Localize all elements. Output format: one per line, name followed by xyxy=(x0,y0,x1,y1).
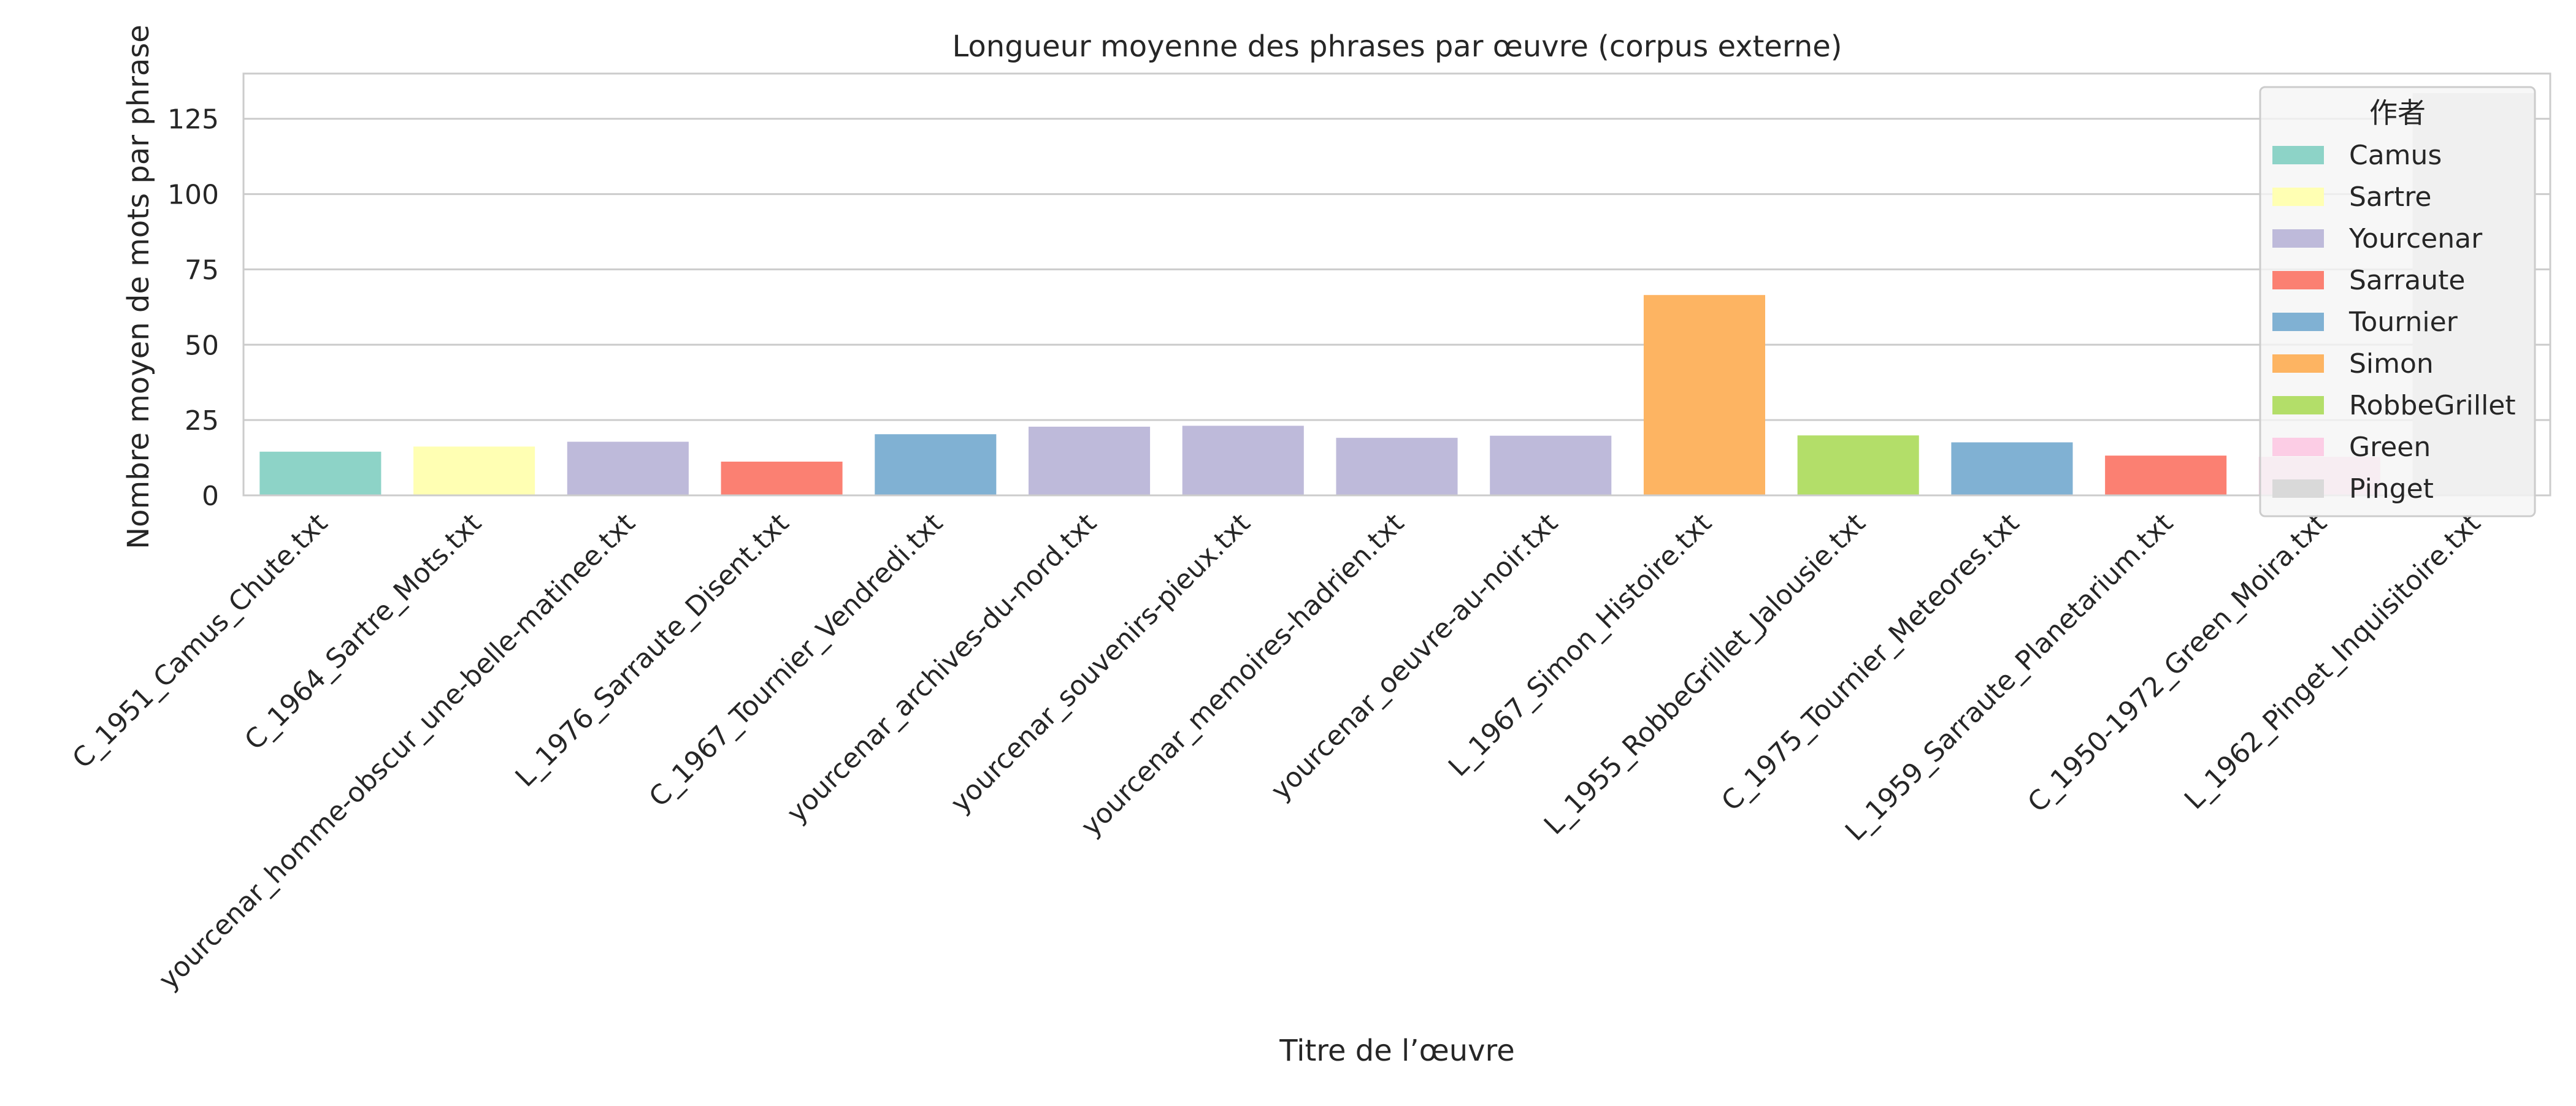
legend-item-label: Camus xyxy=(2349,140,2442,171)
chart-title: Longueur moyenne des phrases par œuvre (… xyxy=(953,29,1842,64)
legend-item-label: Yourcenar xyxy=(2348,223,2483,254)
y-tick-labels: 0 25 50 75 100 125 xyxy=(167,104,219,512)
legend-swatch xyxy=(2272,313,2324,331)
legend-swatch xyxy=(2272,479,2324,498)
bar xyxy=(1490,435,1612,495)
legend-swatch xyxy=(2272,396,2324,414)
legend-swatch xyxy=(2272,354,2324,373)
bar xyxy=(2105,456,2227,495)
bar xyxy=(721,461,843,495)
bar xyxy=(1028,426,1151,495)
y-tick-label: 100 xyxy=(167,180,219,211)
plot-frame xyxy=(242,72,2551,497)
legend-item-label: Simon xyxy=(2349,348,2434,379)
y-tick-label: 50 xyxy=(185,330,219,361)
legend-items: Camus Sartre Yourcenar Sarraute Tournier Simo… xyxy=(2272,140,2516,505)
legend-item-label: Tournier xyxy=(2348,307,2458,338)
legend-item-label: Sartre xyxy=(2349,181,2431,213)
x-axis-label: Titre de l’œuvre xyxy=(1279,1034,1514,1068)
bar xyxy=(1951,442,2073,495)
bar xyxy=(1643,295,1766,495)
legend-item-label: Pinget xyxy=(2349,473,2434,505)
bar xyxy=(259,451,381,495)
bar xyxy=(1797,435,1919,495)
legend: 作者 Camus Sartre Yourcenar Sarraute Tournier S… xyxy=(2259,86,2536,517)
legend-swatch xyxy=(2272,229,2324,248)
y-tick-label: 0 xyxy=(202,481,219,512)
y-tick-label: 25 xyxy=(185,405,219,437)
legend-swatch xyxy=(2272,188,2324,206)
y-axis-label: Nombre moyen de mots par phrase xyxy=(121,25,156,549)
legend-title: 作者 xyxy=(2369,96,2426,129)
legend-frame xyxy=(2259,86,2536,517)
legend-swatch xyxy=(2272,271,2324,289)
bar xyxy=(1182,425,1304,495)
legend-swatch xyxy=(2272,438,2324,456)
bar xyxy=(875,434,997,495)
legend-item-label: Sarraute xyxy=(2349,265,2465,296)
bar xyxy=(413,446,535,495)
bar xyxy=(567,441,689,495)
legend-item-label: RobbeGrillet xyxy=(2349,390,2516,421)
y-tick-label: 125 xyxy=(167,104,219,135)
bar xyxy=(1336,438,1458,495)
legend-item-label: Green xyxy=(2349,432,2431,463)
legend-swatch xyxy=(2272,146,2324,164)
y-tick-label: 75 xyxy=(185,254,219,286)
